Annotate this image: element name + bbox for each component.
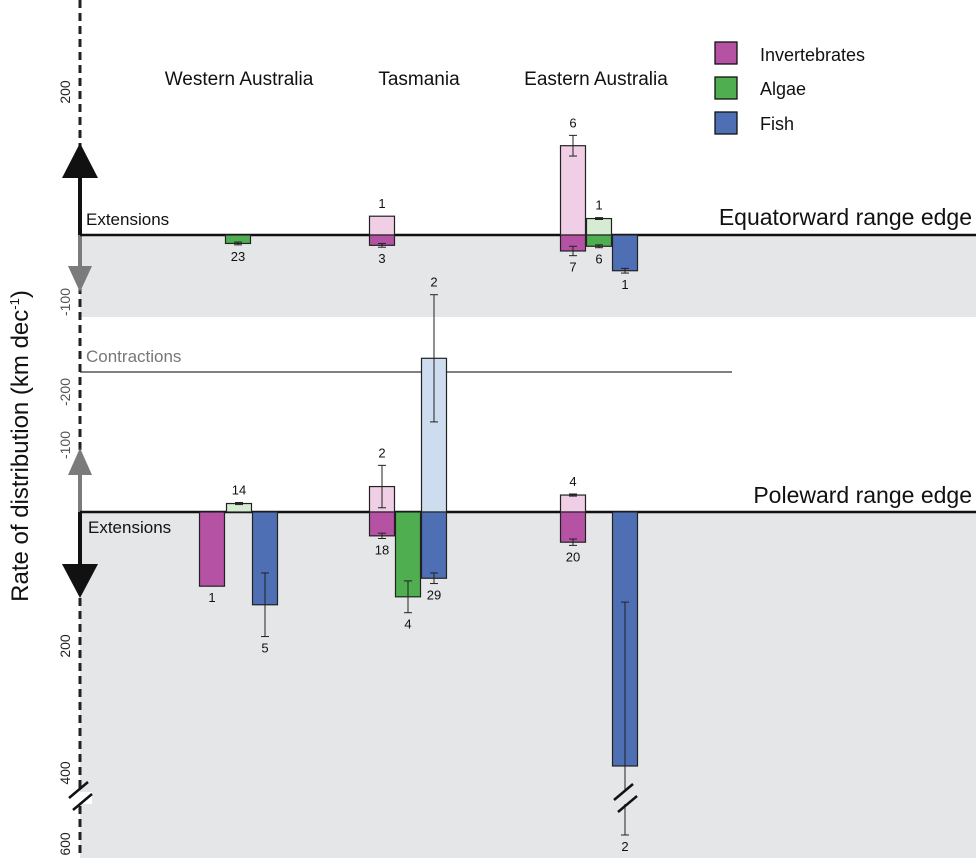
equatorward-extensions-label: Extensions — [86, 210, 169, 229]
y-tick-600: 600 — [57, 832, 73, 856]
n-label-panel0-invertebrates-contraction-4: 7 — [569, 260, 576, 275]
poleward-extensions-label: Extensions — [88, 518, 171, 537]
bar-panel0-invertebrates-extension-1 — [368, 215, 396, 236]
n-label-panel1-fish-extension-10: 2 — [621, 839, 628, 854]
n-label-panel0-algae-extension-5: 1 — [595, 198, 602, 213]
n-label-panel0-algae-contraction-0: 23 — [231, 249, 245, 264]
axis-break-slash-b-panel1-fish-extension-10 — [617, 795, 638, 813]
poleward-up-arrow — [68, 448, 92, 512]
n-label-panel0-fish-contraction-7: 1 — [621, 277, 628, 292]
bar-panel1-invertebrates-extension-0 — [198, 511, 226, 587]
legend-swatch-fish — [714, 111, 738, 135]
equatorward-shading — [80, 235, 976, 317]
n-label-panel1-invertebrates-extension-9: 20 — [566, 549, 580, 564]
bar-panel0-algae-extension-5 — [585, 217, 613, 236]
legend-label-algae: Algae — [760, 79, 806, 99]
legend-label-fish: Fish — [760, 114, 794, 134]
n-label-panel1-fish-extension-7: 29 — [427, 588, 441, 603]
region-label-tasmania: Tasmania — [378, 69, 460, 90]
bar-panel1-invertebrates-extension-4 — [368, 511, 396, 537]
y-tick-neg100-bottom: -100 — [57, 431, 73, 459]
equatorward-down-arrow — [68, 235, 92, 292]
n-label-panel1-invertebrates-contraction-3: 2 — [378, 445, 385, 460]
bar-panel1-fish-extension-7 — [420, 511, 448, 579]
poleward-shading — [80, 512, 976, 858]
n-label-panel1-invertebrates-contraction-8: 4 — [569, 474, 576, 489]
axis-break-slash-a-panel1-fish-extension-10 — [613, 783, 634, 801]
n-label-panel1-algae-extension-5: 4 — [404, 617, 411, 632]
legend-swatch-algae — [714, 76, 738, 100]
n-label-panel1-invertebrates-extension-4: 18 — [375, 543, 389, 558]
y-tick-200-top: 200 — [57, 80, 73, 104]
legend-swatch-invertebrates — [714, 41, 738, 65]
n-label-panel0-invertebrates-extension-1: 1 — [378, 196, 385, 211]
bar-panel1-invertebrates-contraction-8 — [559, 494, 587, 513]
n-label-panel0-invertebrates-contraction-2: 3 — [378, 251, 385, 266]
n-label-panel1-fish-contraction-6: 2 — [430, 275, 437, 290]
n-label-panel1-invertebrates-extension-0: 1 — [208, 590, 215, 605]
n-label-panel0-algae-contraction-6: 6 — [595, 252, 602, 267]
contractions-label: Contractions — [86, 347, 181, 366]
n-label-panel1-fish-extension-2: 5 — [261, 641, 268, 656]
equatorward-up-arrow — [62, 143, 98, 235]
bar-panel1-invertebrates-extension-9 — [559, 511, 587, 543]
legend: Invertebrates Algae Fish — [714, 41, 865, 135]
equatorward-edge-title: Equatorward range edge — [719, 204, 972, 230]
axis-break-left — [68, 781, 93, 811]
n-label-panel1-algae-contraction-1: 14 — [232, 482, 246, 497]
legend-label-invertebrates: Invertebrates — [760, 45, 865, 65]
poleward-edge-title: Poleward range edge — [753, 482, 972, 508]
y-tick-200-bottom: 200 — [57, 634, 73, 658]
region-label-western-australia: Western Australia — [165, 69, 314, 90]
bar-panel0-invertebrates-extension-3 — [559, 145, 587, 236]
bar-panel0-fish-contraction-7 — [611, 234, 639, 272]
y-tick-400: 400 — [57, 761, 73, 785]
poleward-down-arrow — [62, 512, 98, 598]
region-label-eastern-australia: Eastern Australia — [524, 69, 668, 90]
y-tick-neg200: -200 — [57, 378, 73, 406]
y-tick-neg100-top: -100 — [57, 288, 73, 316]
y-axis-label: Rate of distribution (km dec-1) — [7, 290, 34, 602]
n-label-panel0-invertebrates-extension-3: 6 — [569, 115, 576, 130]
